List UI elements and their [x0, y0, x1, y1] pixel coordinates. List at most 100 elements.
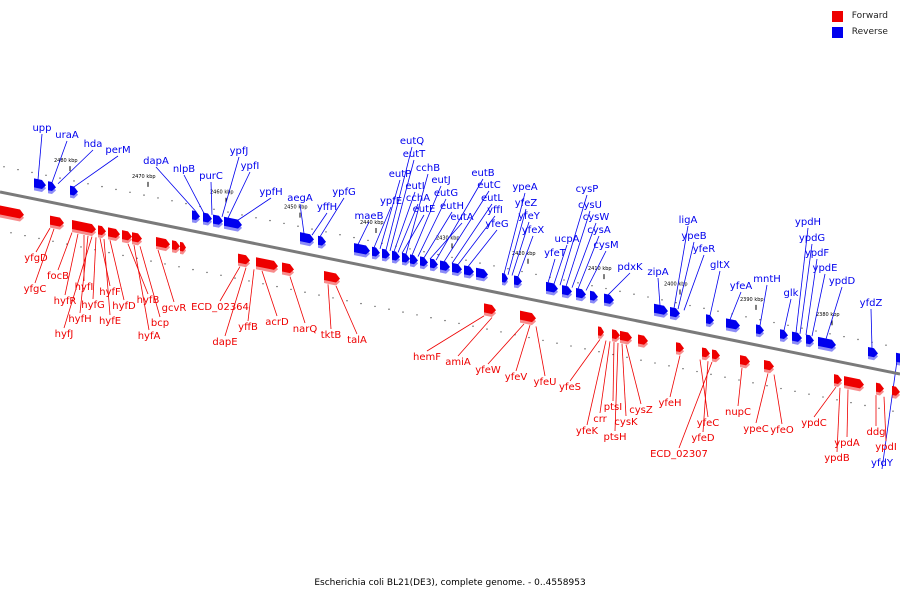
gene-label-yfev[interactable]: yfeV	[505, 372, 528, 383]
gene-label-hyfe[interactable]: hyfE	[99, 316, 121, 327]
gene-label-crr[interactable]: crr	[593, 414, 607, 425]
gene-label-nlpb[interactable]: nlpB	[173, 164, 195, 175]
reverse-gene-arrow[interactable]	[382, 248, 390, 259]
gene-label-ypdd[interactable]: ypdD	[829, 276, 856, 287]
gene-label-cchb[interactable]: cchB	[416, 163, 440, 174]
forward-gene-arrow[interactable]	[156, 237, 170, 249]
reverse-gene-arrow[interactable]	[896, 352, 900, 363]
gene-label-cysa[interactable]: cysA	[587, 225, 611, 236]
gene-label-yfeg[interactable]: yfeG	[485, 219, 508, 230]
gene-label-yfdy[interactable]: yfdY	[871, 458, 894, 469]
gene-label-hyfd[interactable]: hyfD	[112, 301, 136, 312]
gene-label-yfey[interactable]: yfeY	[518, 211, 541, 222]
forward-gene-arrow[interactable]	[598, 326, 604, 337]
gene-label-ypfg[interactable]: ypfG	[332, 187, 356, 198]
gene-label-tktb[interactable]: tktB	[321, 330, 342, 341]
reverse-gene-arrow[interactable]	[514, 275, 522, 286]
gene-label-yfet[interactable]: yfeT	[544, 248, 567, 259]
reverse-gene-arrow[interactable]	[354, 243, 370, 255]
forward-gene-arrow[interactable]	[282, 262, 294, 274]
reverse-gene-arrow[interactable]	[706, 314, 714, 325]
forward-gene-arrow[interactable]	[844, 376, 864, 389]
reverse-gene-arrow[interactable]	[818, 336, 836, 349]
gene-label-narq[interactable]: narQ	[293, 324, 318, 335]
gene-label-liga[interactable]: ligA	[679, 215, 698, 226]
forward-gene-arrow[interactable]	[172, 240, 180, 251]
gene-label-eutc[interactable]: eutC	[477, 180, 500, 191]
forward-gene-arrow[interactable]	[132, 232, 142, 243]
gene-label-ecd-02307[interactable]: ECD_02307	[650, 449, 708, 460]
forward-gene-arrow[interactable]	[520, 310, 536, 323]
gene-label-cysp[interactable]: cysP	[576, 184, 599, 195]
gene-label-yfew[interactable]: yfeW	[475, 365, 501, 376]
reverse-gene-arrow[interactable]	[792, 331, 802, 342]
forward-gene-arrow[interactable]	[484, 303, 496, 314]
gene-label-eutq[interactable]: eutQ	[400, 136, 424, 147]
gene-label-eute[interactable]: eutE	[413, 204, 436, 215]
reverse-gene-arrow[interactable]	[726, 318, 740, 330]
gene-label-euti[interactable]: eutI	[405, 181, 424, 192]
forward-gene-arrow[interactable]	[612, 329, 620, 340]
gene-label-hyfr[interactable]: hyfR	[54, 296, 77, 307]
reverse-gene-arrow[interactable]	[670, 306, 680, 318]
reverse-gene-arrow[interactable]	[192, 210, 200, 221]
gene-label-pdxk[interactable]: pdxK	[617, 262, 643, 273]
gene-label-perm[interactable]: perM	[105, 145, 130, 156]
gene-label-eutj[interactable]: eutJ	[431, 175, 450, 186]
gene-label-gltx[interactable]: gltX	[710, 260, 730, 271]
reverse-gene-arrow[interactable]	[70, 185, 78, 196]
reverse-gene-arrow[interactable]	[300, 232, 314, 244]
gene-label-ypda[interactable]: ypdA	[834, 438, 860, 449]
forward-gene-arrow[interactable]	[892, 385, 900, 396]
reverse-gene-arrow[interactable]	[224, 216, 242, 229]
gene-label-hyfh[interactable]: hyfH	[68, 314, 91, 325]
gene-label-ypfe[interactable]: ypfE	[380, 196, 402, 207]
gene-label-yfer[interactable]: yfeR	[693, 244, 716, 255]
gene-label-uraa[interactable]: uraA	[55, 130, 79, 141]
gene-label-eutg[interactable]: eutG	[434, 188, 458, 199]
gene-label-yffh[interactable]: yffH	[317, 202, 337, 213]
gene-label-ucpa[interactable]: ucpA	[554, 234, 579, 245]
gene-label-gcvr[interactable]: gcvR	[162, 303, 187, 314]
gene-label-eutb[interactable]: eutB	[471, 168, 494, 179]
gene-label-ptsi[interactable]: ptsI	[604, 402, 622, 413]
gene-label-glk[interactable]: glk	[784, 288, 799, 299]
reverse-gene-arrow[interactable]	[806, 334, 814, 345]
gene-label-ypdh[interactable]: ypdH	[795, 217, 821, 228]
forward-gene-arrow[interactable]	[98, 225, 106, 236]
gene-label-yfes[interactable]: yfeS	[559, 382, 581, 393]
gene-label-ccha[interactable]: cchA	[406, 193, 430, 204]
reverse-gene-arrow[interactable]	[34, 178, 46, 189]
forward-gene-arrow[interactable]	[764, 359, 774, 371]
gene-label-ypfh[interactable]: ypfH	[259, 187, 282, 198]
reverse-gene-arrow[interactable]	[318, 235, 326, 246]
gene-label-acrd[interactable]: acrD	[265, 317, 289, 328]
forward-gene-arrow[interactable]	[50, 215, 64, 227]
gene-label-amia[interactable]: amiA	[445, 357, 471, 368]
reverse-gene-arrow[interactable]	[590, 290, 598, 301]
reverse-gene-arrow[interactable]	[464, 265, 474, 276]
gene-label-yfec[interactable]: yfeC	[697, 418, 720, 429]
gene-label-yffb[interactable]: yffB	[238, 322, 258, 333]
reverse-gene-arrow[interactable]	[546, 281, 558, 293]
forward-gene-arrow[interactable]	[712, 349, 720, 360]
gene-label-hyfa[interactable]: hyfA	[138, 331, 161, 342]
gene-label-nupc[interactable]: nupC	[725, 407, 751, 418]
gene-label-ypec[interactable]: ypeC	[743, 424, 768, 435]
gene-label-hyfg[interactable]: hyfG	[81, 300, 105, 311]
gene-label-yfgc[interactable]: yfgC	[24, 284, 47, 295]
gene-label-eutl[interactable]: eutL	[481, 193, 503, 204]
reverse-gene-arrow[interactable]	[402, 252, 410, 263]
reverse-gene-arrow[interactable]	[48, 181, 56, 192]
reverse-gene-arrow[interactable]	[780, 329, 788, 340]
reverse-gene-arrow[interactable]	[756, 324, 764, 335]
gene-label-dape[interactable]: dapE	[212, 337, 237, 348]
gene-label-ypea[interactable]: ypeA	[512, 182, 537, 193]
gene-label-yfeu[interactable]: yfeU	[534, 377, 557, 388]
gene-label-hyfb[interactable]: hyfB	[137, 295, 160, 306]
gene-label-ypdi[interactable]: ypdI	[875, 442, 897, 453]
gene-label-ypdb[interactable]: ypdB	[824, 453, 850, 464]
gene-label-yfez[interactable]: yfeZ	[515, 198, 538, 209]
gene-label-hda[interactable]: hda	[84, 139, 103, 150]
gene-label-dapa[interactable]: dapA	[143, 156, 169, 167]
